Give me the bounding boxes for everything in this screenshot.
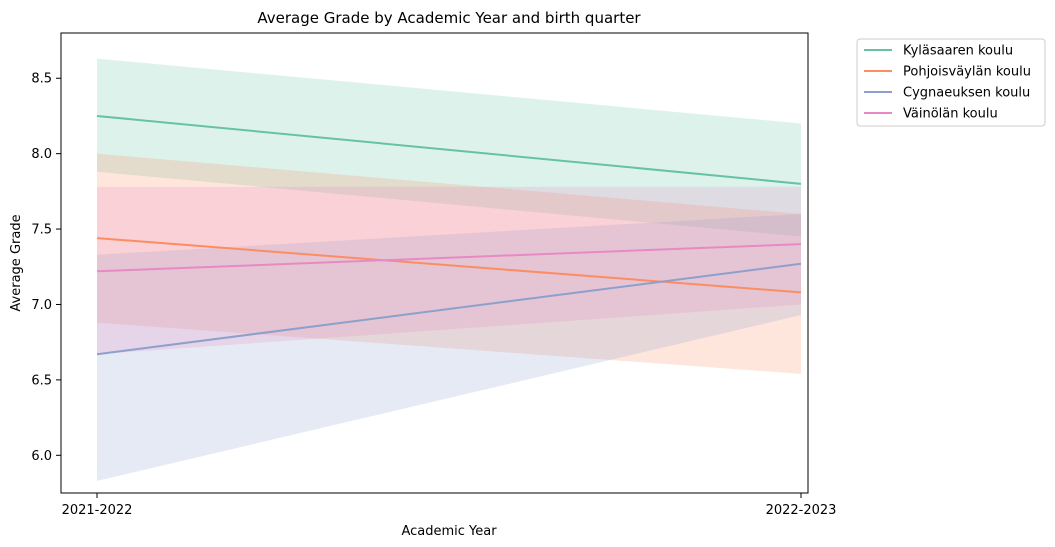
y-tick-label: 6.0 (31, 449, 52, 464)
plot-frame (60, 32, 809, 494)
ci-band-0 (97, 58, 801, 237)
x-tick-label: 2022-2023 (766, 503, 837, 518)
chart-title: Average Grade by Academic Year and birth… (257, 9, 641, 27)
series-lines (96, 114, 802, 356)
series-line-2 (96, 262, 802, 356)
y-tick-label: 8.5 (31, 72, 52, 87)
y-tick-label: 8.0 (31, 147, 52, 162)
y-tick-label: 7.0 (31, 298, 52, 313)
legend-entry: Pohjoisväylän koulu (903, 65, 1031, 80)
series-line-1 (96, 237, 802, 294)
legend-entry: Kyläsaaren koulu (903, 44, 1013, 59)
y-axis: 6.0 6.5 7.0 7.5 8.0 8.5 (31, 72, 61, 464)
y-tick-label: 6.5 (31, 373, 52, 388)
y-axis-label: Average Grade (9, 214, 24, 311)
ci-band-3 (97, 186, 801, 355)
confidence-bands (97, 58, 801, 481)
ci-band-2 (97, 213, 801, 481)
legend-entry: Väinölän koulu (903, 107, 998, 122)
x-axis: 2021-2022 2022-2023 (62, 493, 837, 518)
x-tick-label: 2021-2022 (62, 503, 133, 518)
series-line-0 (96, 114, 802, 185)
legend-frame (856, 38, 1046, 127)
legend: Kyläsaaren koulu Pohjoisväylän koulu Cygna… (856, 38, 1046, 127)
series-line-3 (96, 243, 802, 273)
x-axis-label: Academic Year (401, 524, 497, 539)
legend-entry: Cygnaeuksen koulu (903, 86, 1030, 101)
y-tick-label: 7.5 (31, 223, 52, 238)
ci-band-1 (97, 153, 801, 374)
